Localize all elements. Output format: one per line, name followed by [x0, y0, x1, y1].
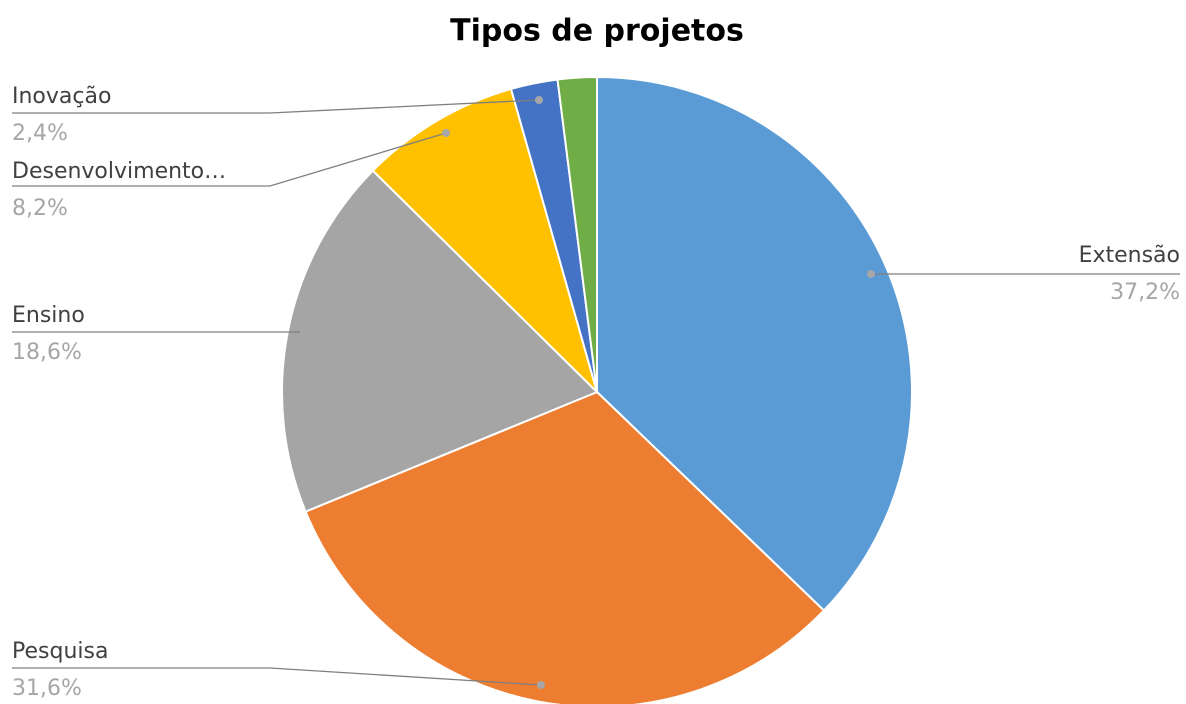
slice-label: Inovação	[12, 84, 111, 109]
value-label: 2,4%	[12, 121, 68, 146]
slice-label: Ensino	[12, 303, 85, 328]
pie-slice	[556, 75, 598, 393]
pie-slice	[371, 87, 599, 396]
slice-label: Desenvolvimento…	[12, 159, 226, 184]
leader-dot	[867, 270, 875, 278]
leader-dot	[537, 681, 545, 689]
chart-title: Tipos de projetos	[450, 14, 744, 49]
leader-dot	[535, 96, 543, 104]
pie-slice	[596, 75, 913, 612]
slice-label: Pesquisa	[12, 639, 108, 664]
pie-slice	[304, 390, 826, 704]
pie-slice	[281, 169, 599, 513]
value-label: 31,6%	[12, 676, 82, 701]
leader-dot	[300, 328, 308, 336]
value-label: 8,2%	[12, 196, 68, 221]
leader-line	[12, 667, 542, 686]
slice-label: Extensão	[1079, 243, 1180, 268]
value-label: 37,2%	[1110, 280, 1180, 305]
leader-dot	[442, 129, 450, 137]
leader-line	[12, 99, 540, 114]
leader-line	[12, 132, 447, 187]
value-label: 18,6%	[12, 340, 82, 365]
